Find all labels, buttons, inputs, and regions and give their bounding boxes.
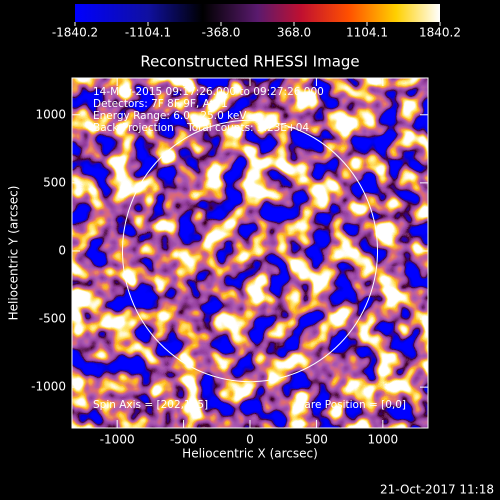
flare-position: Flare Position = [0,0]	[295, 399, 406, 411]
y-tick-label: -1000	[31, 380, 66, 394]
y-tick-label: -500	[39, 312, 66, 326]
x-tick-label: 0	[246, 433, 254, 447]
annotation: Detectors: 7F 8F 9F, Att 1	[93, 98, 228, 110]
annotation: 14-May-2015 09:17:26.000 to 09:27:26.000	[93, 86, 324, 98]
x-axis-label: Heliocentric X (arcsec)	[182, 447, 318, 461]
annotation: Back Projection Total counts: 3.23E+04	[93, 122, 309, 134]
y-tick-label: 500	[43, 175, 66, 189]
colorbar-tick-label: -1104.1	[125, 26, 171, 40]
x-tick-label: -1000	[100, 433, 135, 447]
colorbar-tick-label: 368.0	[277, 26, 311, 40]
y-tick-label: 1000	[35, 107, 66, 121]
spin-axis: Spin Axis = [202,145]	[93, 399, 208, 411]
x-tick-label: 500	[305, 433, 328, 447]
x-tick-label: 1000	[368, 433, 399, 447]
y-axis-label: Heliocentric Y (arcsec)	[7, 186, 21, 321]
solar-limb	[121, 119, 379, 383]
timestamp: 21-Oct-2017 11:18	[380, 483, 494, 497]
colorbar-tick-label: -1840.2	[52, 26, 98, 40]
x-tick-label: -500	[170, 433, 197, 447]
chart-title: Reconstructed RHESSI Image	[140, 53, 359, 71]
image	[72, 78, 428, 428]
annotation: Energy Range: 6.0 - 25.0 keV	[93, 110, 247, 122]
colorbar-tick-label: 1104.1	[346, 26, 388, 40]
colorbar-tick-label: -368.0	[202, 26, 241, 40]
colorbar	[75, 4, 440, 22]
y-tick-label: 0	[58, 243, 66, 257]
colorbar-tick-label: 1840.2	[419, 26, 461, 40]
